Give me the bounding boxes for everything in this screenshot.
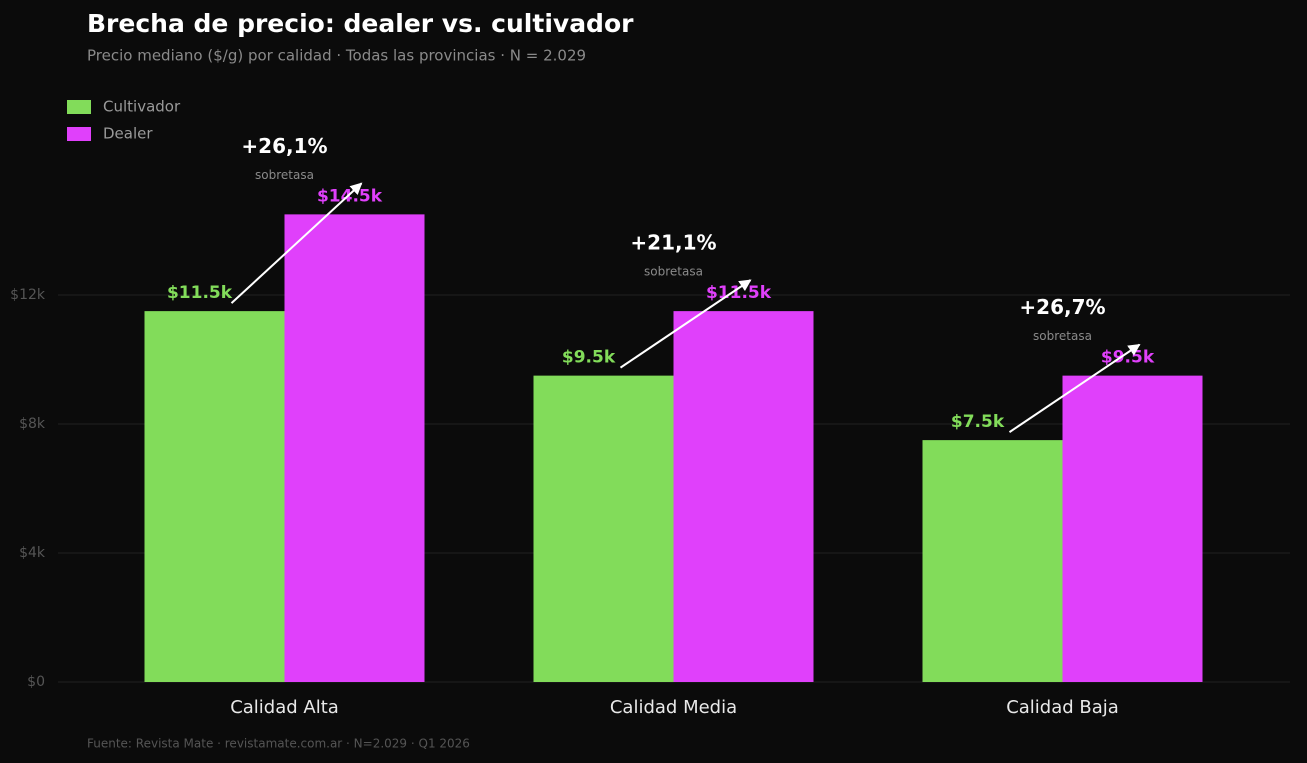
gap-annotation-note: sobretasa	[1033, 329, 1092, 343]
value-label: $14.5k	[317, 186, 383, 206]
x-tick-label: Calidad Baja	[1006, 697, 1119, 718]
gap-annotation-note: sobretasa	[255, 168, 314, 182]
chart-subtitle: Precio mediano ($/g) por calidad · Todas…	[87, 47, 586, 65]
x-tick-label: Calidad Alta	[230, 697, 339, 718]
value-label: $11.5k	[706, 283, 772, 303]
y-tick-label: $8k	[19, 416, 46, 432]
source-note: Fuente: Revista Mate · revistamate.com.a…	[87, 737, 470, 751]
gap-annotation: +21,1%	[630, 231, 716, 255]
legend-label: Cultivador	[103, 98, 181, 116]
gap-annotation-note: sobretasa	[644, 265, 703, 279]
y-tick-label: $4k	[19, 545, 46, 561]
value-label: $7.5k	[951, 412, 1005, 432]
gap-arrow	[1008, 343, 1141, 433]
chart-title: Brecha de precio: dealer vs. cultivador	[87, 9, 634, 38]
y-tick-label: $0	[27, 674, 45, 690]
legend-swatch	[67, 127, 91, 141]
gap-arrow	[619, 279, 752, 369]
value-label: $11.5k	[167, 283, 233, 303]
gap-annotation: +26,1%	[241, 134, 327, 158]
bar	[1062, 375, 1203, 682]
bar	[284, 214, 425, 682]
bar	[533, 375, 674, 682]
y-tick-label: $12k	[10, 287, 46, 303]
x-tick-label: Calidad Media	[610, 697, 737, 718]
legend-swatch	[67, 100, 91, 114]
legend-label: Dealer	[103, 125, 153, 143]
bar	[922, 440, 1063, 682]
bar	[144, 311, 285, 682]
bar	[673, 311, 814, 682]
gap-arrow	[230, 182, 363, 304]
value-label: $9.5k	[562, 348, 616, 368]
gap-annotation: +26,7%	[1019, 295, 1105, 319]
